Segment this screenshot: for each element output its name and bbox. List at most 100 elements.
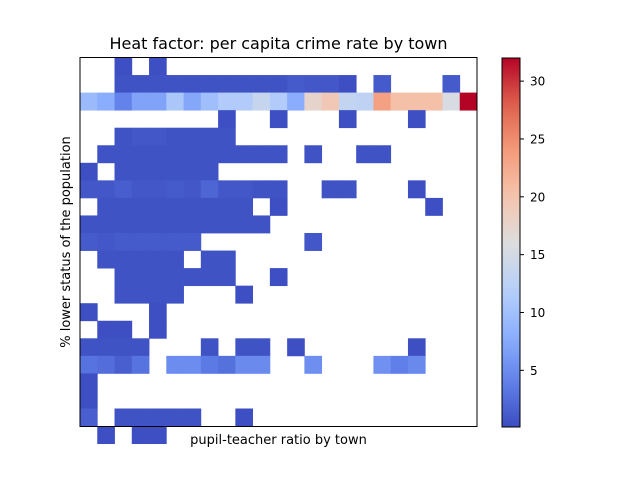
heatmap-cell (80, 215, 98, 234)
heatmap-cell (269, 145, 288, 164)
heatmap-cell (114, 408, 133, 427)
heatmap-cell (80, 338, 98, 357)
heatmap-cell (356, 145, 374, 164)
chart-title: Heat factor: per capita crime rate by to… (109, 34, 447, 53)
heatmap-cell (114, 233, 133, 251)
heatmap-cell (218, 180, 236, 199)
heatmap-cell (200, 355, 219, 374)
heatmap-cell (407, 110, 426, 129)
heatmap-cell (131, 338, 150, 357)
heatmap-cell (200, 75, 219, 93)
heatmap-cell (149, 250, 167, 269)
heatmap-cell (114, 338, 133, 357)
heatmap-cell (200, 338, 219, 357)
heatmap-cell (218, 92, 236, 111)
heatmap-cell (131, 180, 150, 199)
colorbar-tick-label: 10 (530, 306, 545, 320)
heatmap-cell (218, 355, 236, 374)
heatmap-cell (218, 215, 236, 234)
heatmap-cell (235, 338, 254, 357)
heatmap-cell (252, 92, 271, 111)
heatmap-cell (149, 57, 167, 76)
heatmap-cell (149, 127, 167, 146)
heatmap-cell (114, 320, 133, 339)
heatmap-cell (183, 233, 202, 251)
heatmap-cell (97, 233, 115, 251)
heatmap-cell (114, 355, 133, 374)
heatmap-cell (373, 355, 392, 374)
heatmap-cell (183, 92, 202, 111)
heatmap-cell (166, 145, 184, 164)
colorbar-tick-label: 25 (530, 132, 545, 146)
heatmap-cell (131, 92, 150, 111)
y-axis-label: % lower status of the population (59, 136, 74, 348)
heatmap-cell (97, 145, 115, 164)
heatmap-cell (321, 92, 340, 111)
heatmap-cell (183, 75, 202, 93)
heatmap-cell (80, 408, 98, 427)
heatmap-cell (200, 180, 219, 199)
heatmap-cell (200, 250, 219, 269)
heatmap-cell (200, 268, 219, 287)
heatmap-cell (114, 250, 133, 269)
heatmap-cell (114, 268, 133, 287)
heatmap-cell (287, 92, 305, 111)
heatmap-cell (114, 92, 133, 111)
heatmap-cell (166, 127, 184, 146)
heatmap-cell (338, 110, 357, 129)
heatmap-cell (114, 162, 133, 181)
heatmap-cell (442, 92, 461, 111)
heatmap-cell (114, 127, 133, 146)
heatmap-cell (149, 233, 167, 251)
heatmap-cell (373, 75, 392, 93)
heatmap-cell (200, 92, 219, 111)
heatmap-cell (252, 75, 271, 93)
colorbar-tick-label: 15 (530, 248, 545, 262)
heatmap-cell (166, 162, 184, 181)
heatmap-cell (149, 303, 167, 322)
heatmap-cell (131, 215, 150, 234)
heatmap-cell (252, 355, 271, 374)
heatmap-cell (183, 215, 202, 234)
heatmap-cell (114, 75, 133, 93)
heatmap-cell (80, 355, 98, 374)
heatmap-cell (114, 285, 133, 304)
heatmap-cell (235, 215, 254, 234)
heatmap-cell (80, 390, 98, 409)
heatmap-cell (200, 197, 219, 216)
heatmap-cell (131, 233, 150, 251)
heatmap-cell (338, 75, 357, 93)
heatmap-cell (131, 145, 150, 164)
heatmap-cell (304, 92, 323, 111)
heatmap-cell (149, 268, 167, 287)
heatmap-cell (269, 75, 288, 93)
heatmap-cell (149, 408, 167, 427)
heatmap-cell (183, 127, 202, 146)
heatmap-cell (166, 233, 184, 251)
heatmap-cell (131, 250, 150, 269)
heatmap-cell (166, 250, 184, 269)
heatmap-cell (97, 92, 115, 111)
heatmap-cell (252, 145, 271, 164)
heatmap-cell (97, 250, 115, 269)
heatmap-cell (183, 268, 202, 287)
colorbar-tick-label: 5 (530, 364, 538, 378)
heatmap-cell (287, 338, 305, 357)
heatmap-cell (269, 268, 288, 287)
heatmap-cell (114, 180, 133, 199)
heatmap-cell (166, 268, 184, 287)
heatmap-cell (252, 215, 271, 234)
heatmap-cell (235, 355, 254, 374)
plot-frame (79, 57, 478, 427)
heatmap-cell (114, 145, 133, 164)
heatmap-cell (269, 110, 288, 129)
heatmap-cell (97, 320, 115, 339)
heatmap-cell (149, 426, 167, 444)
heatmap-cell (131, 162, 150, 181)
heatmap-cell (235, 145, 254, 164)
heatmap-cell (235, 408, 254, 427)
heatmap-cell (149, 320, 167, 339)
heatmap-cell (200, 215, 219, 234)
heatmap-cell (80, 373, 98, 392)
heatmap-cell (149, 145, 167, 164)
